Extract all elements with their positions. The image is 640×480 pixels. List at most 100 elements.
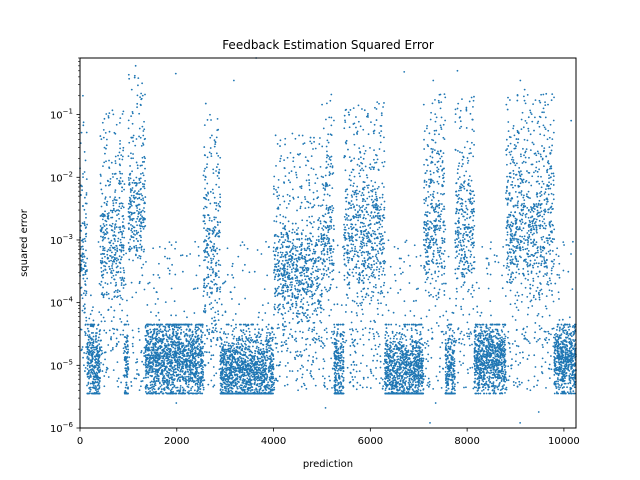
data-point xyxy=(168,269,171,272)
data-points xyxy=(79,57,577,424)
data-point xyxy=(224,389,227,392)
data-point xyxy=(166,359,168,362)
data-point xyxy=(123,236,126,239)
data-point xyxy=(212,192,215,195)
data-point xyxy=(170,392,173,395)
data-point xyxy=(177,360,180,363)
data-point xyxy=(94,340,97,343)
data-point xyxy=(301,376,303,379)
data-point xyxy=(206,230,209,233)
data-point xyxy=(121,172,124,175)
data-point xyxy=(291,188,294,191)
data-point xyxy=(226,356,229,359)
data-point xyxy=(258,364,260,367)
data-point xyxy=(216,339,219,341)
data-point xyxy=(157,377,160,380)
data-point xyxy=(256,372,258,375)
data-point xyxy=(126,360,129,362)
data-point xyxy=(125,357,128,360)
data-point xyxy=(266,332,268,334)
data-point xyxy=(127,210,130,213)
data-point xyxy=(203,307,206,310)
data-point xyxy=(215,166,218,168)
data-point xyxy=(96,392,99,395)
data-point xyxy=(115,226,118,228)
data-point xyxy=(271,360,274,362)
data-point xyxy=(287,203,290,205)
data-point xyxy=(189,372,192,374)
data-point xyxy=(223,281,226,284)
data-point xyxy=(203,284,205,287)
data-point xyxy=(241,334,243,337)
data-point xyxy=(236,387,239,390)
data-point xyxy=(93,351,96,354)
data-point xyxy=(254,367,257,369)
data-point xyxy=(223,331,226,333)
data-point xyxy=(203,170,206,172)
data-point xyxy=(139,164,142,167)
data-point xyxy=(173,328,175,331)
data-point xyxy=(214,273,217,276)
data-point xyxy=(203,282,206,285)
data-point xyxy=(95,338,97,340)
data-point xyxy=(118,196,121,199)
data-point xyxy=(121,233,124,236)
data-point xyxy=(175,354,178,357)
data-point xyxy=(248,337,250,340)
data-point xyxy=(114,189,117,192)
data-point xyxy=(155,314,158,317)
data-point xyxy=(219,264,222,267)
data-point xyxy=(102,245,104,248)
data-point xyxy=(80,224,82,227)
data-point xyxy=(120,320,123,323)
data-point xyxy=(84,367,87,369)
data-point xyxy=(261,304,264,307)
data-point xyxy=(82,305,85,307)
data-point xyxy=(144,179,146,182)
data-point xyxy=(100,346,103,348)
data-point xyxy=(200,370,203,373)
data-point xyxy=(276,259,279,261)
data-point xyxy=(112,176,114,178)
data-point xyxy=(313,204,316,207)
data-point xyxy=(257,346,260,349)
data-point xyxy=(82,253,85,255)
data-point xyxy=(235,367,238,370)
data-point xyxy=(235,351,238,354)
data-point xyxy=(281,251,284,254)
data-point xyxy=(192,392,195,395)
data-point xyxy=(130,381,133,383)
data-point xyxy=(140,350,143,352)
data-point xyxy=(143,187,146,190)
data-point xyxy=(141,172,144,174)
data-point xyxy=(191,334,194,336)
data-point xyxy=(207,214,210,217)
data-point xyxy=(104,262,107,264)
data-point xyxy=(174,341,177,344)
data-point xyxy=(218,230,220,233)
data-point xyxy=(259,352,261,355)
data-point xyxy=(131,345,134,348)
data-point xyxy=(205,193,208,196)
data-point xyxy=(166,353,169,356)
data-point xyxy=(85,346,88,348)
data-point xyxy=(113,258,116,261)
data-point xyxy=(259,388,261,390)
data-point xyxy=(163,363,165,366)
data-point xyxy=(233,328,236,330)
data-point xyxy=(307,304,310,306)
data-point xyxy=(207,282,210,285)
data-point xyxy=(245,330,248,333)
data-point xyxy=(219,156,222,159)
data-point xyxy=(159,330,162,333)
data-point xyxy=(246,356,248,359)
data-point xyxy=(118,290,121,293)
data-point xyxy=(174,359,177,362)
data-point xyxy=(226,360,229,363)
data-point xyxy=(84,324,87,326)
data-point xyxy=(80,260,83,263)
data-point xyxy=(220,351,222,354)
data-point xyxy=(254,333,256,336)
data-point xyxy=(210,261,213,264)
data-point xyxy=(259,369,262,372)
